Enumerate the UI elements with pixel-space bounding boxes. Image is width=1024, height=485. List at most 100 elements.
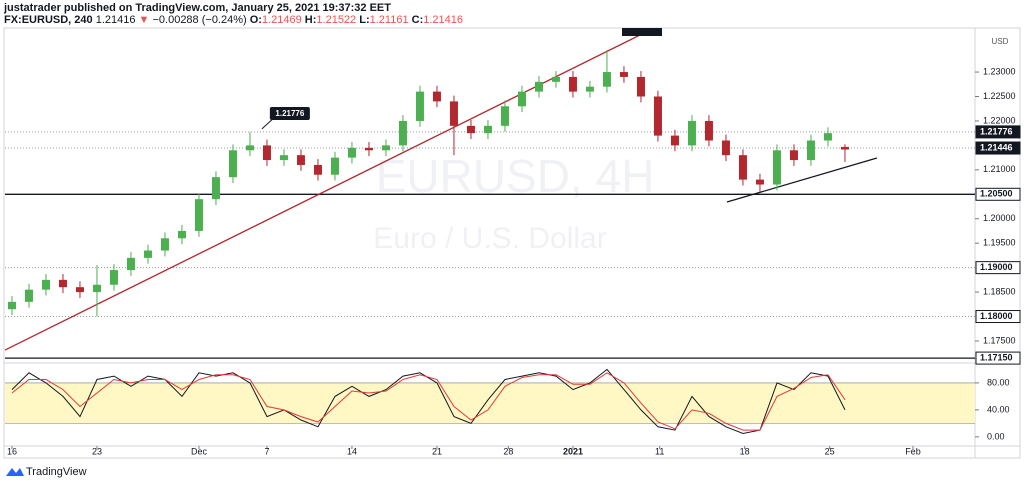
x-tick-label: 11 [655,446,664,456]
callout-box [269,107,310,120]
x-tick-label: 16 [7,446,17,456]
price-label-box [975,187,1021,201]
low: 1.21161 [369,14,409,26]
candle-body [313,164,322,175]
close: 1.21416 [423,14,464,26]
x-tick-label: Dec [191,446,208,456]
publisher: justatrader published on TradingView.com… [4,2,391,14]
change: −0.00288 (−0.24%) [152,14,247,26]
candle-body [381,145,390,151]
candle-body [585,86,594,92]
candle-body [772,150,781,185]
watermark-sub: Euro / U.S. Dollar [373,222,606,255]
price-label-box [975,351,1021,365]
price-label: 1.19000 [980,262,1013,272]
candle-body [92,284,101,293]
y-tick-label: 1.22500 [983,91,1016,101]
header: justatrader published on TradingView.com… [4,2,463,26]
trendline [4,34,641,351]
candle-body [398,120,407,146]
candle-body [7,301,16,310]
x-tick-label: 7 [264,446,269,456]
price-label: 1.17150 [980,352,1013,362]
x-tick-label: 23 [92,446,102,456]
x-tick-label: 2021 [563,446,583,456]
osc-tick-label: 80.00 [987,377,1010,387]
osc-tick-label: 0.00 [987,431,1005,441]
candle-body [432,91,441,102]
candle-body [619,72,628,77]
y-tick-label: 1.22000 [983,115,1016,125]
o-label: O: [249,14,262,26]
candle-body [143,250,152,258]
brand: TradingView [26,466,87,478]
candle-body [738,155,747,180]
candle-body [483,125,492,134]
x-tick-label: 18 [740,446,750,456]
candle-body [789,150,798,161]
y-tick-label: 1.23000 [983,66,1016,76]
price-label-box [975,310,1021,324]
candle-body [517,91,526,107]
y-tick-label: 1.17500 [983,335,1016,345]
candle-body [840,146,849,150]
candle-body [245,145,254,151]
candle-body [500,106,509,126]
currency: USD [992,37,1009,46]
candle-body [41,279,50,290]
candle-body [806,140,815,161]
candle-body [687,120,696,146]
x-tick-label: 21 [432,446,442,456]
price-label: 1.18000 [980,311,1013,321]
price-label: 1.21776 [980,126,1013,136]
candle-body [262,145,271,161]
candle-body [568,76,577,92]
candle-body [551,76,560,82]
candle-body [177,230,186,239]
last: 1.21416 [95,14,136,26]
candle-body [823,133,832,141]
candle-body [755,179,764,185]
x-tick-label: 28 [503,446,513,456]
y-tick-label: 1.20000 [983,213,1016,223]
l-label: L: [359,14,370,26]
open: 1.21469 [261,14,302,26]
candle-body [58,279,67,288]
c-label: C: [411,14,424,26]
candle-body [347,147,356,158]
price-label-box [975,261,1021,275]
candle-body [364,147,373,151]
candle-body [228,150,237,178]
trendline [726,157,878,203]
price-label-box [975,141,1021,155]
y-tick-label: 1.19500 [983,238,1016,248]
osc-band [5,382,975,424]
candle-body [160,238,169,251]
symbol: FX:EURUSD, 240 [4,14,93,26]
candle-body [330,157,339,175]
candle-body [75,287,84,293]
price-label: 1.20500 [980,189,1013,199]
x-tick-label: Feb [905,446,921,456]
candle-body [466,125,475,134]
callout-label: 1.21776 [275,109,304,118]
candle-body [415,91,424,121]
candle-body [279,155,288,161]
candle-body [670,135,679,146]
y-tick-label: 1.18500 [983,286,1016,296]
price-label: 1.21446 [980,142,1013,152]
drawing-tag [622,28,662,36]
osc-tick-label: 40.00 [987,404,1010,414]
candle-body [24,289,33,302]
pane-border [3,27,1021,459]
watermark: EURUSD, 4H [376,150,655,202]
candle-body [194,199,203,231]
candle-body [126,257,135,271]
candle-body [296,155,305,165]
candle-body [449,101,458,126]
candle-body [721,140,730,156]
osc-line [11,372,846,431]
candle-body [602,72,611,87]
